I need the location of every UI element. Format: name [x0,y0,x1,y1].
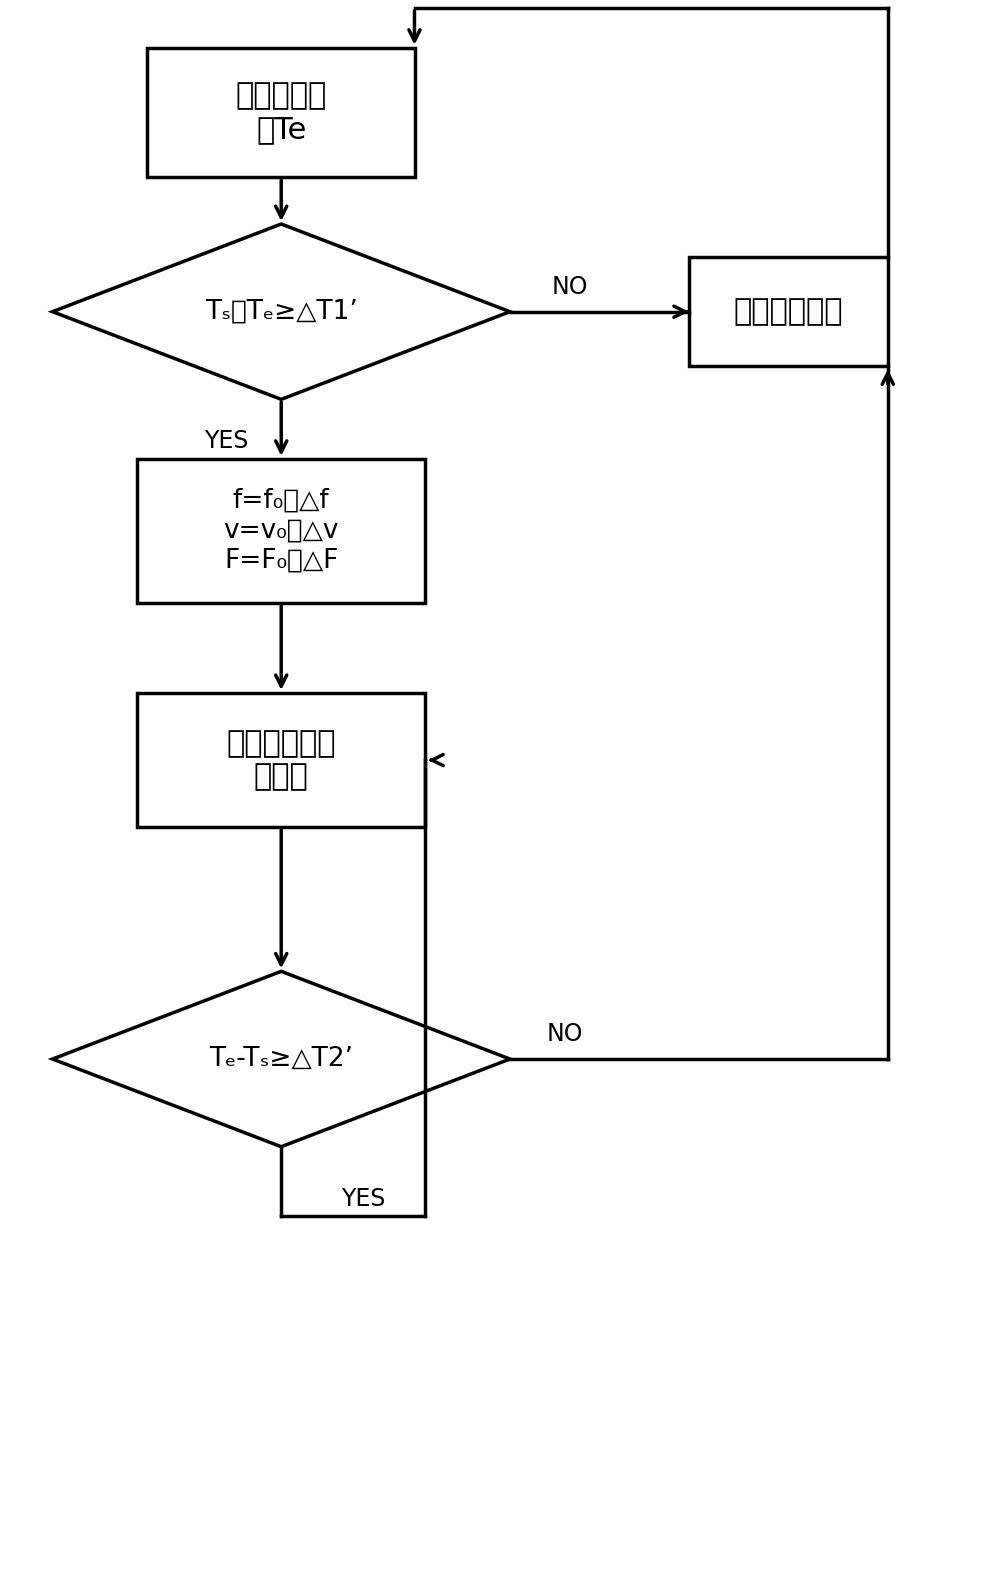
Text: NO: NO [551,275,588,298]
Bar [147,47,416,177]
Polygon shape [53,971,509,1147]
Text: 监测房间温
度Te: 监测房间温 度Te [235,82,327,144]
Bar [689,257,887,367]
Text: NO: NO [546,1021,583,1047]
Text: Tₛ－Tₑ≥△T1’: Tₛ－Tₑ≥△T1’ [204,298,358,325]
Bar [137,693,426,827]
Bar [137,458,426,602]
Text: f=f₀－△f
v=v₀－△v
F=F₀＋△F: f=f₀－△f v=v₀－△v F=F₀＋△F [223,488,339,574]
Text: Tₑ-Tₛ≥△T2’: Tₑ-Tₛ≥△T2’ [209,1047,353,1072]
Text: YES: YES [341,1188,385,1211]
Text: YES: YES [204,430,248,453]
Text: 进入低扰动送
风模式: 进入低扰动送 风模式 [226,728,336,791]
Polygon shape [53,224,509,400]
Text: 正常制冷模式: 正常制冷模式 [734,297,843,326]
